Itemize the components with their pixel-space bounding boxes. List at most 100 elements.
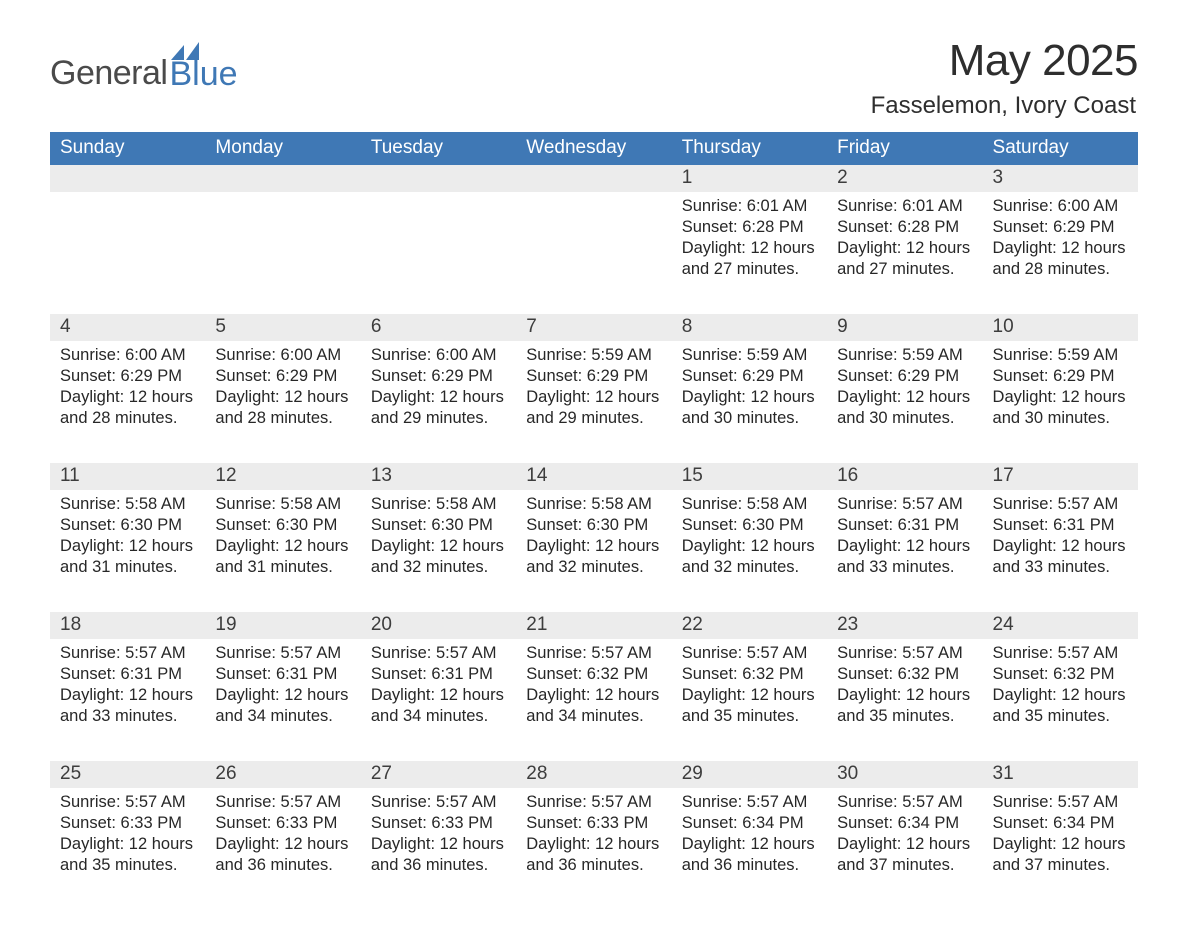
calendar-cell: 16 Sunrise: 5:57 AM Sunset: 6:31 PM Dayl… — [827, 463, 982, 612]
week-row: 1 Sunrise: 6:01 AM Sunset: 6:28 PM Dayli… — [50, 165, 1138, 314]
day-body: Sunrise: 5:57 AM Sunset: 6:34 PM Dayligh… — [983, 788, 1138, 910]
daylight-line-2: and 34 minutes. — [526, 706, 661, 727]
day-body: Sunrise: 5:59 AM Sunset: 6:29 PM Dayligh… — [672, 341, 827, 463]
day-body: Sunrise: 5:57 AM Sunset: 6:31 PM Dayligh… — [361, 639, 516, 761]
sunset-line: Sunset: 6:29 PM — [993, 217, 1128, 238]
sunset-line: Sunset: 6:30 PM — [526, 515, 661, 536]
daylight-line-1: Daylight: 12 hours — [837, 387, 972, 408]
daylight-line-2: and 32 minutes. — [526, 557, 661, 578]
sunrise-line: Sunrise: 5:57 AM — [993, 792, 1128, 813]
sunrise-line: Sunrise: 5:57 AM — [371, 792, 506, 813]
calendar-cell: 10 Sunrise: 5:59 AM Sunset: 6:29 PM Dayl… — [983, 314, 1138, 463]
day-body: Sunrise: 5:57 AM Sunset: 6:32 PM Dayligh… — [672, 639, 827, 761]
sunrise-line: Sunrise: 6:00 AM — [60, 345, 195, 366]
sunset-line: Sunset: 6:28 PM — [837, 217, 972, 238]
day-number: 23 — [827, 612, 982, 639]
daylight-line-1: Daylight: 12 hours — [215, 536, 350, 557]
sunrise-line: Sunrise: 5:58 AM — [371, 494, 506, 515]
sunrise-line: Sunrise: 6:01 AM — [682, 196, 817, 217]
day-number: 9 — [827, 314, 982, 341]
daylight-line-2: and 30 minutes. — [993, 408, 1128, 429]
day-body: Sunrise: 5:57 AM Sunset: 6:32 PM Dayligh… — [983, 639, 1138, 761]
calendar-cell: 26 Sunrise: 5:57 AM Sunset: 6:33 PM Dayl… — [205, 761, 360, 910]
sunset-line: Sunset: 6:32 PM — [526, 664, 661, 685]
sunset-line: Sunset: 6:33 PM — [526, 813, 661, 834]
sunset-line: Sunset: 6:31 PM — [993, 515, 1128, 536]
sunset-line: Sunset: 6:28 PM — [682, 217, 817, 238]
sunset-line: Sunset: 6:33 PM — [60, 813, 195, 834]
calendar-cell: 20 Sunrise: 5:57 AM Sunset: 6:31 PM Dayl… — [361, 612, 516, 761]
calendar-cell: 25 Sunrise: 5:57 AM Sunset: 6:33 PM Dayl… — [50, 761, 205, 910]
sunset-line: Sunset: 6:31 PM — [837, 515, 972, 536]
daylight-line-1: Daylight: 12 hours — [682, 536, 817, 557]
sunset-line: Sunset: 6:32 PM — [837, 664, 972, 685]
calendar-cell: 28 Sunrise: 5:57 AM Sunset: 6:33 PM Dayl… — [516, 761, 671, 910]
daylight-line-2: and 35 minutes. — [993, 706, 1128, 727]
day-number: 7 — [516, 314, 671, 341]
week-row: 4 Sunrise: 6:00 AM Sunset: 6:29 PM Dayli… — [50, 314, 1138, 463]
calendar-table: Sunday Monday Tuesday Wednesday Thursday… — [50, 132, 1138, 910]
day-number: 5 — [205, 314, 360, 341]
day-body-empty — [50, 192, 205, 314]
day-body: Sunrise: 6:01 AM Sunset: 6:28 PM Dayligh… — [672, 192, 827, 314]
calendar-cell: 24 Sunrise: 5:57 AM Sunset: 6:32 PM Dayl… — [983, 612, 1138, 761]
sunset-line: Sunset: 6:34 PM — [837, 813, 972, 834]
daylight-line-1: Daylight: 12 hours — [60, 536, 195, 557]
daylight-line-1: Daylight: 12 hours — [993, 387, 1128, 408]
daylight-line-2: and 36 minutes. — [215, 855, 350, 876]
day-number: 28 — [516, 761, 671, 788]
daylight-line-2: and 30 minutes. — [682, 408, 817, 429]
sunset-line: Sunset: 6:33 PM — [215, 813, 350, 834]
calendar-cell: 6 Sunrise: 6:00 AM Sunset: 6:29 PM Dayli… — [361, 314, 516, 463]
week-row: 18 Sunrise: 5:57 AM Sunset: 6:31 PM Dayl… — [50, 612, 1138, 761]
day-number: 20 — [361, 612, 516, 639]
day-number: 18 — [50, 612, 205, 639]
sunrise-line: Sunrise: 5:57 AM — [215, 792, 350, 813]
daylight-line-2: and 35 minutes. — [682, 706, 817, 727]
day-number: 22 — [672, 612, 827, 639]
day-body-empty — [361, 192, 516, 314]
sunrise-line: Sunrise: 5:57 AM — [60, 643, 195, 664]
sunrise-line: Sunrise: 5:57 AM — [215, 643, 350, 664]
daylight-line-2: and 29 minutes. — [526, 408, 661, 429]
calendar-cell: 23 Sunrise: 5:57 AM Sunset: 6:32 PM Dayl… — [827, 612, 982, 761]
day-number: 4 — [50, 314, 205, 341]
day-body: Sunrise: 5:58 AM Sunset: 6:30 PM Dayligh… — [672, 490, 827, 612]
day-header-row: Sunday Monday Tuesday Wednesday Thursday… — [50, 132, 1138, 165]
calendar-cell: 15 Sunrise: 5:58 AM Sunset: 6:30 PM Dayl… — [672, 463, 827, 612]
sunset-line: Sunset: 6:30 PM — [215, 515, 350, 536]
calendar-cell: 19 Sunrise: 5:57 AM Sunset: 6:31 PM Dayl… — [205, 612, 360, 761]
daylight-line-1: Daylight: 12 hours — [993, 536, 1128, 557]
week-row: 11 Sunrise: 5:58 AM Sunset: 6:30 PM Dayl… — [50, 463, 1138, 612]
day-body: Sunrise: 6:01 AM Sunset: 6:28 PM Dayligh… — [827, 192, 982, 314]
day-body: Sunrise: 5:59 AM Sunset: 6:29 PM Dayligh… — [516, 341, 671, 463]
sunset-line: Sunset: 6:33 PM — [371, 813, 506, 834]
day-body: Sunrise: 5:57 AM Sunset: 6:34 PM Dayligh… — [827, 788, 982, 910]
day-number-empty — [361, 165, 516, 192]
sunset-line: Sunset: 6:29 PM — [371, 366, 506, 387]
calendar-cell-empty — [361, 165, 516, 314]
day-body: Sunrise: 5:58 AM Sunset: 6:30 PM Dayligh… — [50, 490, 205, 612]
daylight-line-2: and 32 minutes. — [371, 557, 506, 578]
topbar: General Blue May 2025 Fasselemon, Ivory … — [50, 36, 1138, 132]
calendar-cell: 12 Sunrise: 5:58 AM Sunset: 6:30 PM Dayl… — [205, 463, 360, 612]
daylight-line-1: Daylight: 12 hours — [682, 685, 817, 706]
day-body: Sunrise: 5:58 AM Sunset: 6:30 PM Dayligh… — [205, 490, 360, 612]
daylight-line-2: and 27 minutes. — [682, 259, 817, 280]
daylight-line-2: and 28 minutes. — [215, 408, 350, 429]
daylight-line-2: and 33 minutes. — [993, 557, 1128, 578]
day-number: 25 — [50, 761, 205, 788]
day-header: Thursday — [672, 132, 827, 165]
day-body: Sunrise: 6:00 AM Sunset: 6:29 PM Dayligh… — [205, 341, 360, 463]
day-number: 29 — [672, 761, 827, 788]
day-number: 11 — [50, 463, 205, 490]
sunset-line: Sunset: 6:30 PM — [60, 515, 195, 536]
sunset-line: Sunset: 6:29 PM — [60, 366, 195, 387]
sunset-line: Sunset: 6:30 PM — [371, 515, 506, 536]
daylight-line-1: Daylight: 12 hours — [215, 685, 350, 706]
sunset-line: Sunset: 6:31 PM — [371, 664, 506, 685]
daylight-line-1: Daylight: 12 hours — [60, 834, 195, 855]
calendar-cell-empty — [205, 165, 360, 314]
sunset-line: Sunset: 6:32 PM — [682, 664, 817, 685]
day-header: Sunday — [50, 132, 205, 165]
